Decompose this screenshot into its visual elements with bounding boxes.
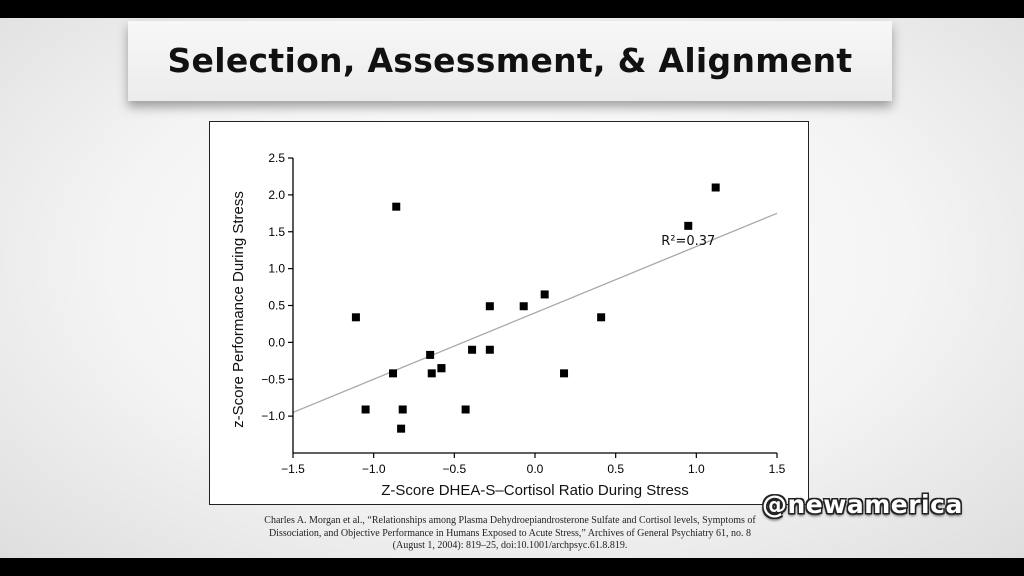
title-bar: Selection, Assessment, & Alignment [128, 21, 892, 101]
data-point [397, 424, 406, 433]
x-tick-label: −1.5 [281, 462, 305, 476]
y-tick-label: 1.5 [268, 225, 285, 239]
data-point [361, 405, 370, 414]
x-tick-label: 1.5 [769, 462, 786, 476]
y-tick-label: 2.5 [268, 151, 285, 165]
citation-line-3: (August 1, 2004): 819–25, doi:10.1001/ar… [392, 540, 628, 551]
data-point [392, 202, 401, 211]
scatter-chart: 2.5 2.0 1.5 1.0 0.5 0.0 −0.5 −1.0 −1.5 −1.0 −0.5 0.… [230, 151, 786, 499]
citation-line-1: Charles A. Morgan et al., “Relationships… [264, 515, 756, 526]
x-tick-label: 0.5 [607, 462, 624, 476]
y-tick-label: 0.0 [268, 335, 285, 349]
data-point [468, 345, 477, 354]
data-point [540, 290, 549, 299]
trendline [292, 212, 778, 414]
x-axis-label: Z-Score DHEA-S–Cortisol Ratio During Str… [381, 482, 689, 499]
data-point [427, 369, 436, 378]
x-tick-label: −0.5 [442, 462, 466, 476]
data-point [684, 221, 693, 230]
data-point [711, 183, 720, 192]
data-point [519, 302, 528, 311]
y-tick-label: 1.0 [268, 262, 285, 276]
watermark-logo: @newamerica [762, 490, 963, 519]
data-point [485, 345, 494, 354]
y-tick-label: −0.5 [261, 372, 285, 386]
x-tick-label: 0.0 [527, 462, 544, 476]
citation-line-2: Dissociation, and Objective Performance … [268, 527, 752, 539]
x-tick-label: −1.0 [362, 462, 386, 476]
chart-frame: 2.5 2.0 1.5 1.0 0.5 0.0 −0.5 −1.0 −1.5 −1.0 −0.5 0.… [209, 121, 809, 505]
data-point [389, 369, 398, 378]
y-tick-label: 0.5 [268, 299, 285, 313]
data-point [485, 302, 494, 311]
slide-title: Selection, Assessment, & Alignment [167, 41, 853, 80]
data-point [351, 313, 360, 322]
r-squared-annotation: R²=0.37 [661, 234, 715, 249]
data-point [426, 350, 435, 359]
data-point [398, 405, 407, 414]
data-point [437, 364, 446, 373]
y-axis-label: z-Score Performance During Stress [230, 191, 247, 428]
data-point [461, 405, 470, 414]
data-point [597, 313, 606, 322]
slide: Selection, Assessment, & Alignment 2.5 2.… [0, 18, 1024, 558]
y-tick-label: 2.0 [268, 188, 285, 202]
y-tick-label: −1.0 [261, 409, 285, 423]
x-tick-label: 1.0 [688, 462, 705, 476]
citation: Charles A. Morgan et al., “Relationships… [150, 515, 870, 553]
data-point [560, 369, 569, 378]
